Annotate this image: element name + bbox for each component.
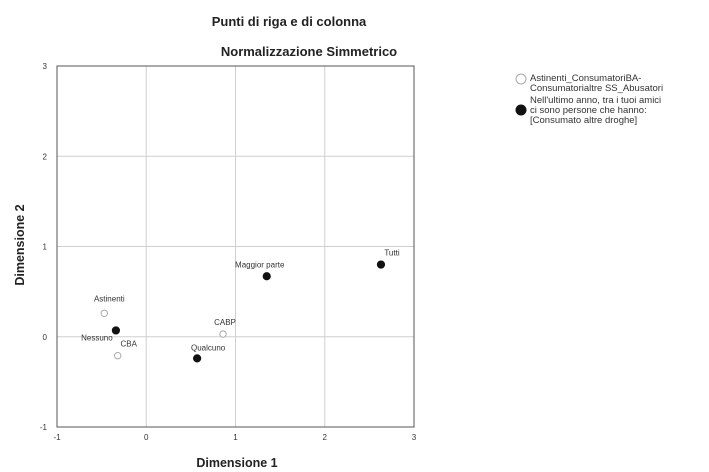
legend-label-line: Astinenti_ConsumatoriBA- (530, 73, 641, 84)
gridlines (56, 65, 415, 428)
x-tick-label: 2 (323, 433, 328, 442)
chart-title: Punti di riga e di colonna (212, 14, 367, 29)
point-cba (113, 352, 122, 360)
point-label: CBA (120, 340, 137, 349)
legend-label-line: ci sono persone che hanno: (530, 105, 647, 116)
point-astinenti (100, 309, 109, 317)
legend-marker-filled-circle (515, 104, 527, 116)
point-label: Tutti (384, 249, 399, 258)
x-tick-label: -1 (53, 433, 61, 442)
y-tick-label: 3 (43, 62, 48, 71)
point-nessuno (111, 326, 121, 335)
legend: Astinenti_ConsumatoriBA-Consumatorialtre… (515, 73, 663, 126)
data-points: Astinenti CBA CABP Nessuno Qualcuno Maggior p… (81, 249, 400, 363)
plot-area: -1 0 1 2 3 -1 0 1 2 3 Astinenti CBA CABP Nessuno Qua… (40, 62, 417, 442)
y-tick-label: 2 (43, 152, 48, 161)
y-tick-label: 0 (43, 333, 48, 342)
chart-subtitle: Normalizzazione Simmetrico (221, 44, 397, 59)
legend-marker-open-circle (515, 73, 527, 85)
legend-label-line: Consumatorialtre SS_Abusatori (530, 83, 663, 94)
plot-border (56, 65, 415, 428)
x-axis-ticks: -1 0 1 2 3 (53, 433, 416, 442)
y-tick-label: 1 (43, 243, 48, 252)
point-tutti (376, 260, 386, 269)
point-label: Nessuno (81, 333, 113, 342)
point-label: Qualcuno (191, 343, 226, 352)
x-tick-label: 0 (144, 433, 149, 442)
y-axis-ticks: -1 0 1 2 3 (40, 62, 48, 432)
point-qualcuno (193, 354, 202, 363)
x-tick-label: 3 (412, 433, 417, 442)
point-maggior-parte (262, 272, 271, 281)
x-axis-title: Dimensione 1 (196, 456, 277, 470)
point-cabp (219, 330, 227, 338)
point-label: Maggior parte (235, 260, 285, 269)
y-tick-label: -1 (40, 423, 48, 432)
x-tick-label: 1 (233, 433, 238, 442)
y-axis-title: Dimensione 2 (13, 204, 27, 285)
point-label: Astinenti (94, 294, 125, 303)
legend-label-line: [Consumato altre droghe] (530, 115, 637, 126)
legend-label-line: Nell'ultimo anno, tra i tuoi amici (530, 95, 661, 106)
point-label: CABP (214, 318, 236, 327)
